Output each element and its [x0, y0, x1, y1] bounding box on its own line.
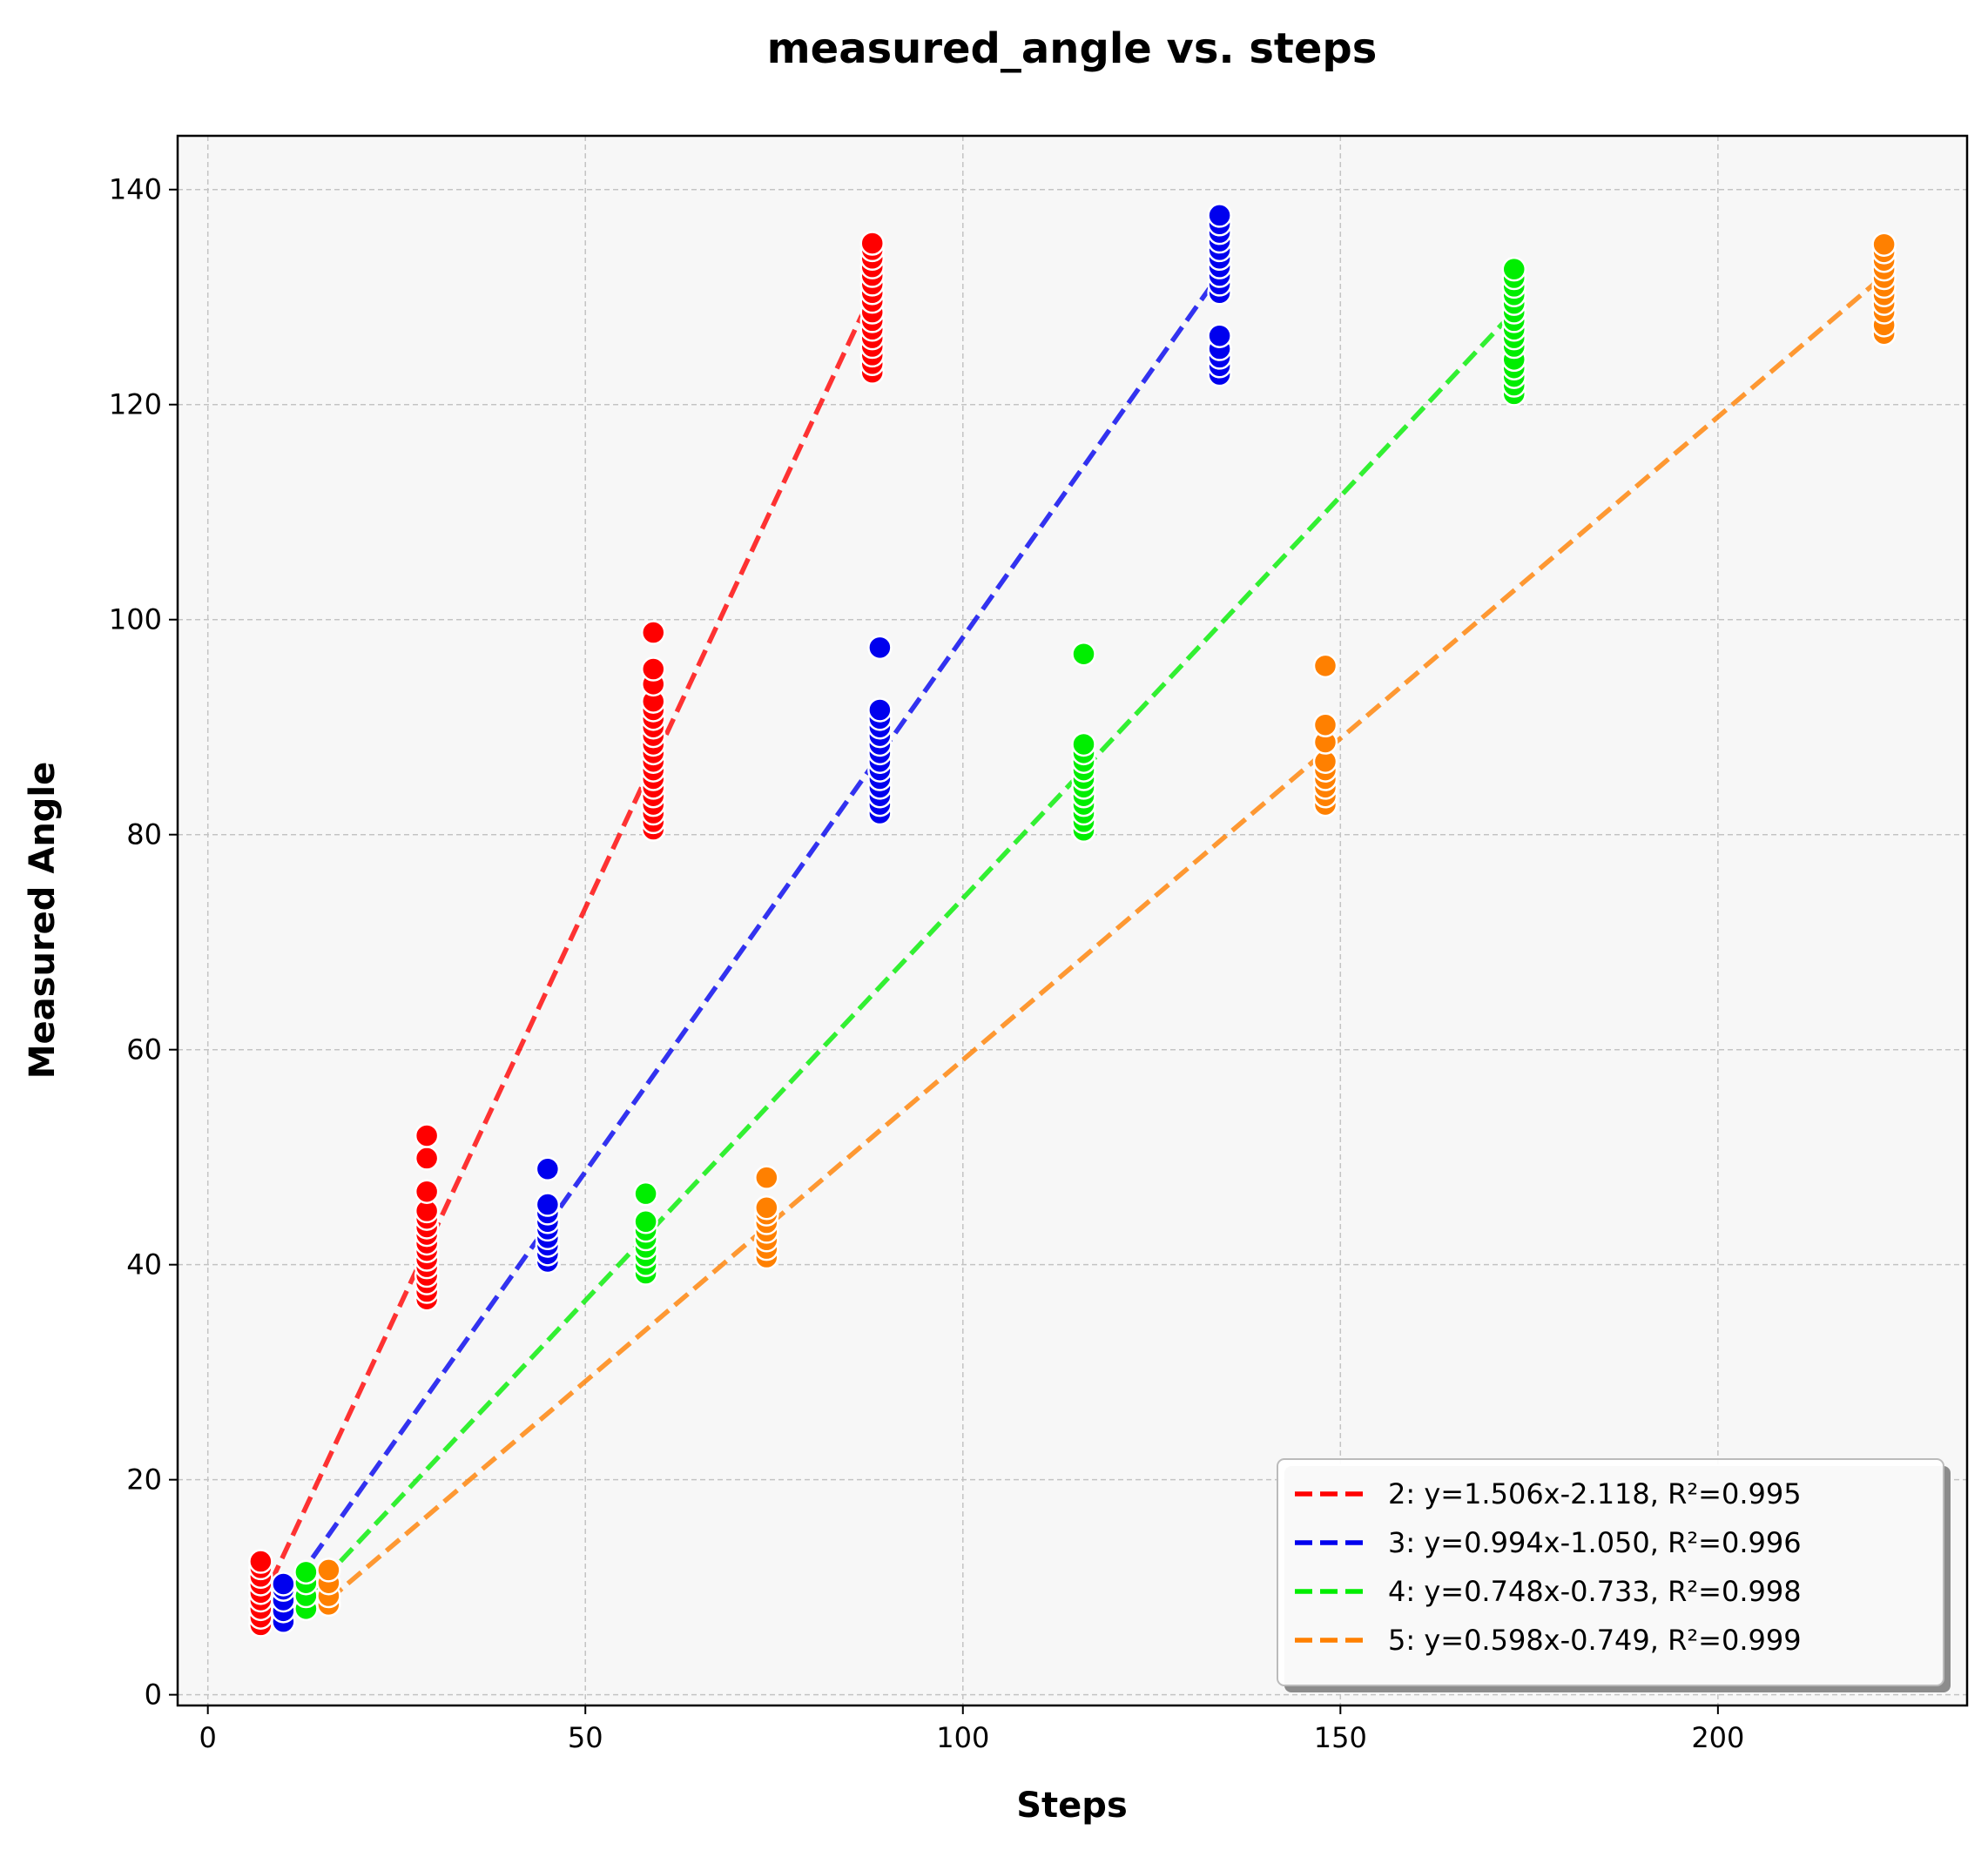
y-tick-label: 0 — [145, 1678, 162, 1712]
x-tick-label: 50 — [568, 1721, 603, 1754]
data-point-series-4 — [754, 1165, 779, 1190]
data-point-series-1 — [414, 1123, 440, 1148]
y-tick-label: 120 — [109, 388, 162, 421]
x-tick-label: 100 — [936, 1721, 989, 1754]
y-tick-label: 80 — [126, 818, 162, 851]
data-point-series-2 — [535, 1156, 561, 1182]
data-point-series-4 — [1312, 712, 1338, 737]
axis-ticks: 0 50 100 150 200 0 20 40 60 80 100 120 140 — [109, 173, 1744, 1754]
grid-lines — [178, 136, 1967, 1705]
data-point-series-2 — [535, 1192, 561, 1217]
data-point-series-1 — [641, 620, 666, 645]
legend-label: 2: y=1.506x-2.118, R²=0.995 — [1388, 1477, 1802, 1510]
fit-line-series-1 — [258, 292, 875, 1605]
y-tick-label: 60 — [126, 1033, 162, 1066]
data-point-series-3 — [1501, 256, 1526, 282]
y-tick-label: 40 — [126, 1248, 162, 1282]
data-point-series-3 — [633, 1181, 658, 1207]
chart-title: measured_angle vs. steps — [767, 24, 1378, 73]
data-point-series-2 — [271, 1571, 296, 1597]
legend-label: 3: y=0.994x-1.050, R²=0.996 — [1388, 1526, 1802, 1559]
x-axis-label: Steps — [1016, 1786, 1128, 1826]
legend: 2: y=1.506x-2.118, R²=0.995 3: y=0.994x-1… — [1277, 1458, 1951, 1692]
data-point-series-4 — [1871, 232, 1897, 257]
data-point-series-3 — [293, 1559, 319, 1585]
data-point-series-2 — [867, 697, 893, 723]
plot-frame — [176, 134, 1969, 1707]
plot-background — [178, 136, 1967, 1705]
data-point-series-1 — [641, 656, 666, 682]
fit-line-series-4 — [327, 273, 1886, 1602]
legend-label: 4: y=0.748x-0.733, R²=0.998 — [1388, 1575, 1802, 1608]
legend-label: 5: y=0.598x-0.749, R²=0.999 — [1388, 1624, 1802, 1657]
data-point-series-2 — [1207, 203, 1232, 228]
legend-box — [1277, 1458, 1944, 1686]
data-point-series-1 — [414, 1146, 440, 1171]
x-tick-label: 150 — [1314, 1721, 1367, 1754]
y-tick-label: 140 — [109, 173, 162, 206]
data-point-series-1 — [248, 1549, 273, 1574]
data-point-series-1 — [414, 1179, 440, 1204]
data-point-series-3 — [633, 1209, 658, 1234]
data-point-series-4 — [1312, 653, 1338, 679]
x-tick-label: 200 — [1691, 1721, 1744, 1754]
y-axis-label: Measured Angle — [23, 762, 63, 1080]
data-points — [248, 203, 1897, 1638]
y-tick-label: 20 — [126, 1463, 162, 1497]
data-point-series-4 — [754, 1194, 779, 1221]
data-point-series-2 — [1207, 323, 1232, 348]
data-point-series-4 — [316, 1557, 341, 1583]
fit-lines — [258, 272, 1886, 1605]
data-point-series-2 — [867, 635, 893, 661]
data-point-series-1 — [859, 231, 885, 256]
data-point-series-3 — [1071, 731, 1096, 757]
data-point-series-3 — [1071, 641, 1096, 667]
y-tick-label: 100 — [109, 603, 162, 636]
fit-line-series-2 — [281, 272, 1222, 1601]
legend-entries: 2: y=1.506x-2.118, R²=0.995 3: y=0.994x-1… — [1295, 1477, 1802, 1657]
x-tick-label: 0 — [199, 1721, 217, 1754]
fit-line-series-3 — [304, 301, 1524, 1600]
